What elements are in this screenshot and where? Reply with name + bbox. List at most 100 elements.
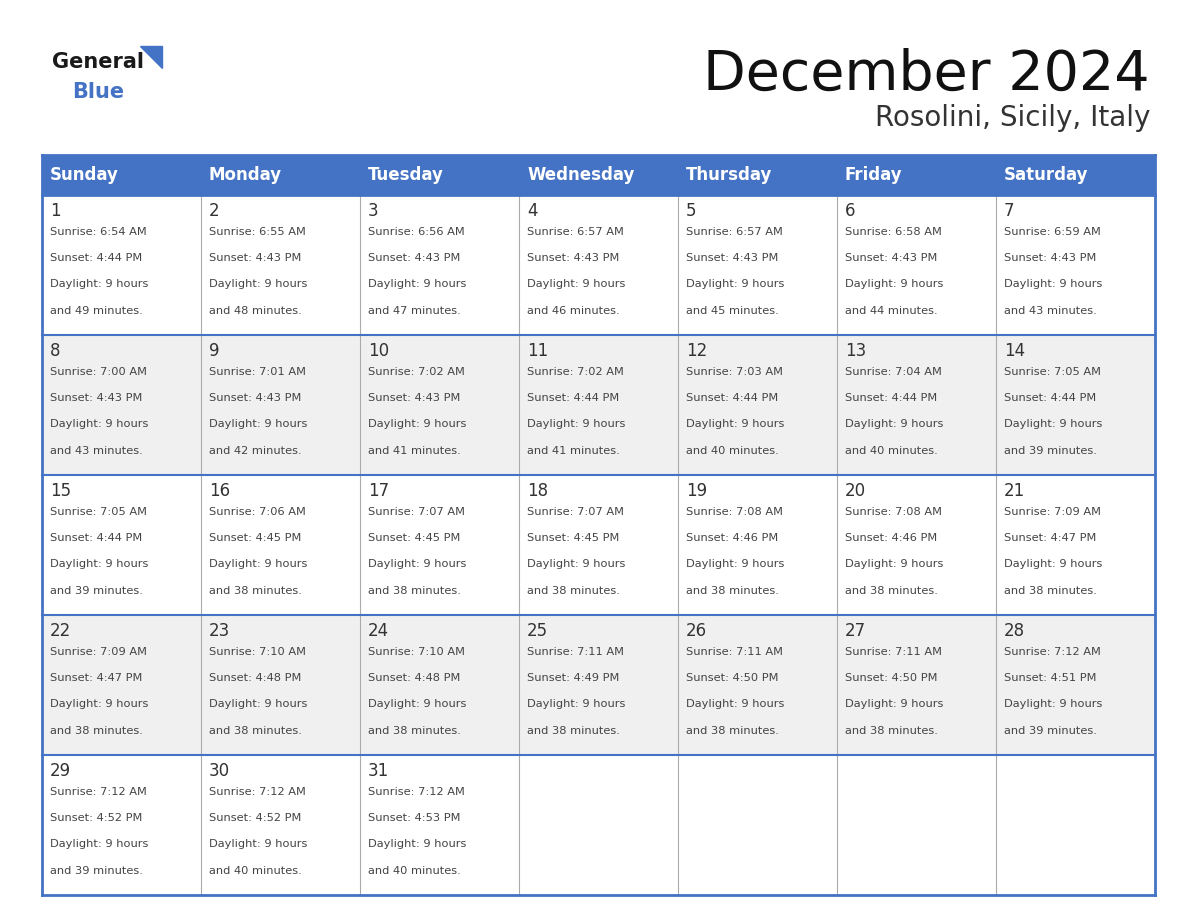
Text: Sunset: 4:47 PM: Sunset: 4:47 PM — [50, 673, 143, 683]
Text: Sunrise: 7:09 AM: Sunrise: 7:09 AM — [50, 647, 147, 657]
Text: Daylight: 9 hours: Daylight: 9 hours — [527, 420, 625, 430]
Text: Sunset: 4:43 PM: Sunset: 4:43 PM — [685, 253, 778, 263]
Text: Sunset: 4:45 PM: Sunset: 4:45 PM — [368, 533, 461, 543]
Text: 18: 18 — [527, 482, 548, 500]
Text: Daylight: 9 hours: Daylight: 9 hours — [50, 279, 148, 289]
Text: and 46 minutes.: and 46 minutes. — [527, 306, 620, 316]
Text: and 38 minutes.: and 38 minutes. — [209, 725, 302, 735]
Text: Sunrise: 6:57 AM: Sunrise: 6:57 AM — [685, 227, 783, 237]
Text: and 38 minutes.: and 38 minutes. — [685, 725, 779, 735]
Text: 10: 10 — [368, 342, 390, 360]
Text: 17: 17 — [368, 482, 390, 500]
Text: Sunrise: 7:01 AM: Sunrise: 7:01 AM — [209, 367, 307, 377]
Text: Sunset: 4:43 PM: Sunset: 4:43 PM — [845, 253, 937, 263]
Text: Sunset: 4:43 PM: Sunset: 4:43 PM — [1004, 253, 1097, 263]
Text: Sunrise: 7:06 AM: Sunrise: 7:06 AM — [209, 507, 305, 517]
Text: Daylight: 9 hours: Daylight: 9 hours — [685, 700, 784, 710]
Bar — [42, 475, 1155, 615]
Text: and 47 minutes.: and 47 minutes. — [368, 306, 461, 316]
Text: Sunrise: 7:11 AM: Sunrise: 7:11 AM — [685, 647, 783, 657]
Text: Daylight: 9 hours: Daylight: 9 hours — [368, 700, 467, 710]
Text: 23: 23 — [209, 622, 230, 640]
Text: 14: 14 — [1004, 342, 1025, 360]
Text: Daylight: 9 hours: Daylight: 9 hours — [50, 420, 148, 430]
Text: Sunset: 4:48 PM: Sunset: 4:48 PM — [209, 673, 302, 683]
Text: Daylight: 9 hours: Daylight: 9 hours — [1004, 559, 1102, 569]
Text: Sunset: 4:43 PM: Sunset: 4:43 PM — [368, 393, 461, 403]
Text: Sunrise: 7:08 AM: Sunrise: 7:08 AM — [845, 507, 942, 517]
Text: Sunrise: 7:12 AM: Sunrise: 7:12 AM — [368, 787, 465, 797]
Text: Sunset: 4:43 PM: Sunset: 4:43 PM — [368, 253, 461, 263]
Text: Sunset: 4:44 PM: Sunset: 4:44 PM — [1004, 393, 1097, 403]
Text: 31: 31 — [368, 762, 390, 780]
Polygon shape — [140, 46, 162, 68]
Text: Daylight: 9 hours: Daylight: 9 hours — [845, 420, 943, 430]
Text: and 38 minutes.: and 38 minutes. — [209, 586, 302, 596]
Text: and 40 minutes.: and 40 minutes. — [845, 445, 937, 455]
Text: 4: 4 — [527, 202, 537, 220]
Text: Sunset: 4:49 PM: Sunset: 4:49 PM — [527, 673, 619, 683]
Text: 8: 8 — [50, 342, 61, 360]
Text: Sunset: 4:50 PM: Sunset: 4:50 PM — [685, 673, 778, 683]
Text: Sunset: 4:43 PM: Sunset: 4:43 PM — [209, 393, 302, 403]
Text: 21: 21 — [1004, 482, 1025, 500]
Text: Thursday: Thursday — [685, 166, 772, 184]
Text: Sunset: 4:52 PM: Sunset: 4:52 PM — [50, 813, 143, 823]
Text: and 40 minutes.: and 40 minutes. — [685, 445, 779, 455]
Text: Sunrise: 7:07 AM: Sunrise: 7:07 AM — [368, 507, 465, 517]
Text: 26: 26 — [685, 622, 707, 640]
Text: Daylight: 9 hours: Daylight: 9 hours — [209, 559, 308, 569]
Text: and 38 minutes.: and 38 minutes. — [50, 725, 143, 735]
Text: 19: 19 — [685, 482, 707, 500]
Text: Daylight: 9 hours: Daylight: 9 hours — [209, 420, 308, 430]
Text: 12: 12 — [685, 342, 707, 360]
Text: 3: 3 — [368, 202, 379, 220]
Text: 15: 15 — [50, 482, 71, 500]
Text: 28: 28 — [1004, 622, 1025, 640]
Text: Daylight: 9 hours: Daylight: 9 hours — [845, 700, 943, 710]
Text: Tuesday: Tuesday — [368, 166, 444, 184]
Text: Daylight: 9 hours: Daylight: 9 hours — [50, 839, 148, 849]
Text: and 39 minutes.: and 39 minutes. — [1004, 445, 1097, 455]
Text: Sunrise: 6:59 AM: Sunrise: 6:59 AM — [1004, 227, 1101, 237]
Text: 29: 29 — [50, 762, 71, 780]
Text: Daylight: 9 hours: Daylight: 9 hours — [527, 700, 625, 710]
Text: and 44 minutes.: and 44 minutes. — [845, 306, 937, 316]
Text: Sunset: 4:44 PM: Sunset: 4:44 PM — [527, 393, 619, 403]
Text: 11: 11 — [527, 342, 548, 360]
Text: and 38 minutes.: and 38 minutes. — [368, 725, 461, 735]
Text: Sunrise: 7:08 AM: Sunrise: 7:08 AM — [685, 507, 783, 517]
Text: and 41 minutes.: and 41 minutes. — [527, 445, 620, 455]
Text: and 49 minutes.: and 49 minutes. — [50, 306, 143, 316]
Text: Sunrise: 6:54 AM: Sunrise: 6:54 AM — [50, 227, 147, 237]
Text: 13: 13 — [845, 342, 866, 360]
Text: Daylight: 9 hours: Daylight: 9 hours — [1004, 700, 1102, 710]
Text: and 38 minutes.: and 38 minutes. — [845, 586, 937, 596]
Text: and 39 minutes.: and 39 minutes. — [50, 866, 143, 876]
Text: Sunset: 4:43 PM: Sunset: 4:43 PM — [527, 253, 619, 263]
Text: Sunset: 4:45 PM: Sunset: 4:45 PM — [527, 533, 619, 543]
Text: Sunset: 4:48 PM: Sunset: 4:48 PM — [368, 673, 461, 683]
Text: Wednesday: Wednesday — [527, 166, 634, 184]
Text: Daylight: 9 hours: Daylight: 9 hours — [368, 420, 467, 430]
Text: and 38 minutes.: and 38 minutes. — [368, 586, 461, 596]
Text: and 39 minutes.: and 39 minutes. — [50, 586, 143, 596]
Text: 9: 9 — [209, 342, 220, 360]
Text: Sunrise: 7:00 AM: Sunrise: 7:00 AM — [50, 367, 147, 377]
Text: and 40 minutes.: and 40 minutes. — [368, 866, 461, 876]
Text: Daylight: 9 hours: Daylight: 9 hours — [845, 279, 943, 289]
Text: and 48 minutes.: and 48 minutes. — [209, 306, 302, 316]
Text: Sunrise: 7:07 AM: Sunrise: 7:07 AM — [527, 507, 624, 517]
Text: Sunrise: 7:05 AM: Sunrise: 7:05 AM — [50, 507, 147, 517]
Text: and 41 minutes.: and 41 minutes. — [368, 445, 461, 455]
Bar — [42, 615, 1155, 755]
Text: and 38 minutes.: and 38 minutes. — [1004, 586, 1097, 596]
Text: 1: 1 — [50, 202, 61, 220]
Bar — [42, 335, 1155, 475]
Text: Sunset: 4:51 PM: Sunset: 4:51 PM — [1004, 673, 1097, 683]
Text: Sunrise: 6:55 AM: Sunrise: 6:55 AM — [209, 227, 305, 237]
Text: Daylight: 9 hours: Daylight: 9 hours — [1004, 420, 1102, 430]
Text: Daylight: 9 hours: Daylight: 9 hours — [209, 279, 308, 289]
Text: and 42 minutes.: and 42 minutes. — [209, 445, 302, 455]
Text: Sunrise: 7:03 AM: Sunrise: 7:03 AM — [685, 367, 783, 377]
